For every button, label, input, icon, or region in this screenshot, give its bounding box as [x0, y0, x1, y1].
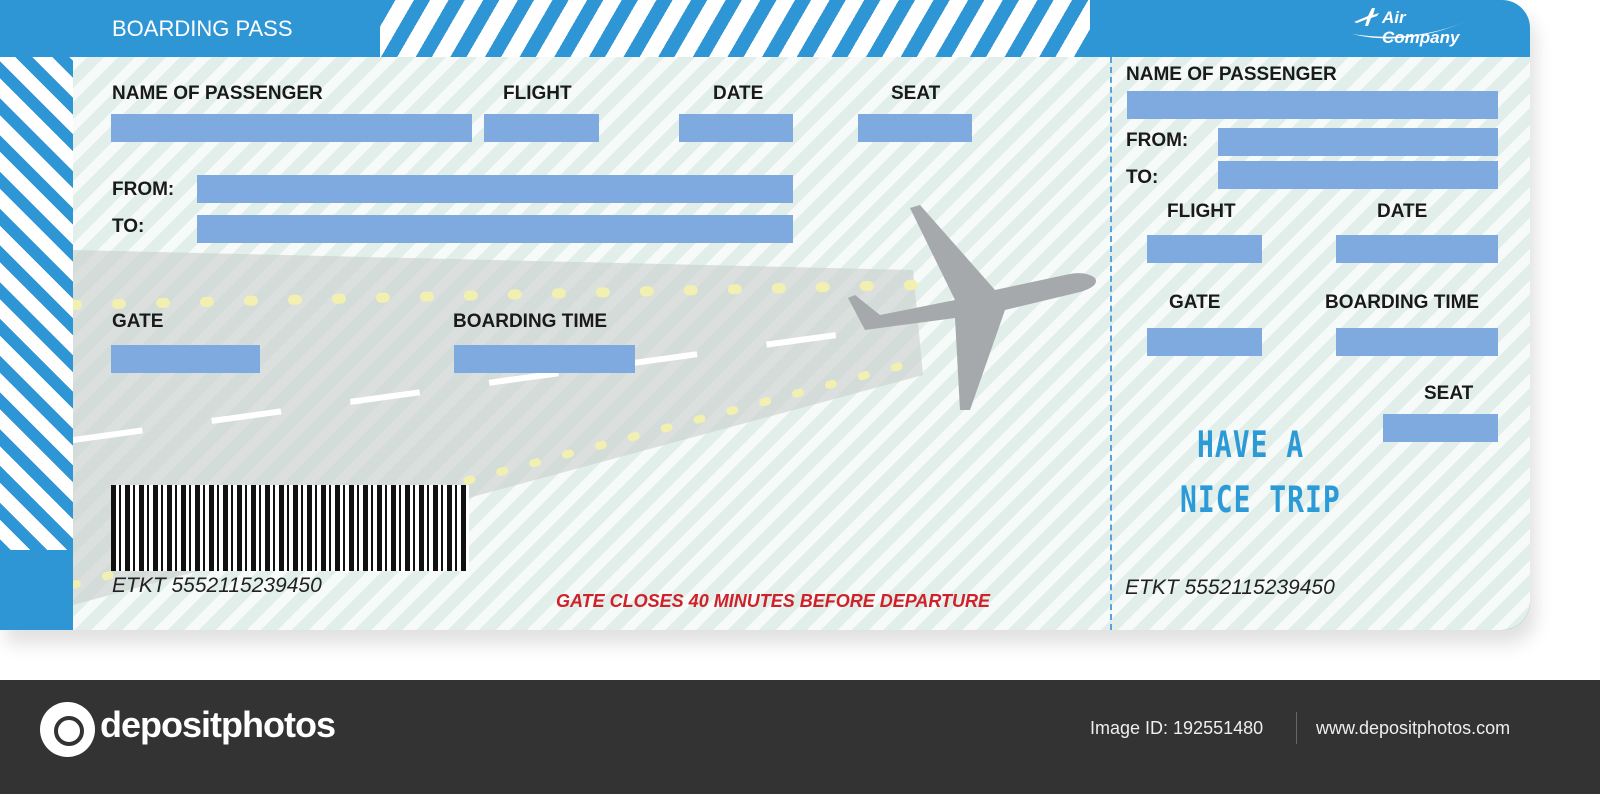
greeting-line-1: HAVE A: [1197, 423, 1305, 466]
label-seat: SEAT: [891, 83, 941, 104]
ticket-title: BOARDING PASS: [112, 16, 293, 41]
label-from: FROM:: [112, 179, 175, 200]
passenger-field[interactable]: [111, 114, 472, 142]
image-id: Image ID: 192551480: [1090, 718, 1264, 738]
airplane-icon: [1352, 8, 1474, 39]
camera-icon: [40, 702, 95, 757]
from-field[interactable]: [197, 175, 793, 203]
ticket-number: ETKT 5552115239450: [112, 574, 322, 597]
stub-label-seat: SEAT: [1424, 383, 1474, 404]
footer-bar: depositphotos Image ID: 192551480 www.de…: [0, 680, 1600, 794]
gate-field[interactable]: [111, 345, 260, 373]
to-field[interactable]: [197, 215, 793, 243]
footer-logo: depositphotos: [100, 704, 336, 745]
label-boarding-time: BOARDING TIME: [453, 311, 608, 332]
site-link[interactable]: www.depositphotos.com: [1316, 718, 1511, 738]
stub-label-gate: GATE: [1169, 292, 1221, 313]
boarding-pass: BOARDING PASS Air Company NAME OF PASSEN…: [0, 0, 1530, 630]
airplane-illustration: [848, 205, 1096, 410]
label-date: DATE: [713, 83, 764, 104]
seat-field[interactable]: [858, 114, 972, 142]
stub-flight-field[interactable]: [1147, 235, 1262, 263]
left-stripes: [0, 57, 73, 630]
stub-boarding-time-field[interactable]: [1336, 328, 1498, 356]
label-to: TO:: [112, 216, 145, 237]
brand-name: Air Company: [1382, 8, 1460, 47]
header-stripes: [380, 0, 1090, 57]
label-passenger: NAME OF PASSENGER: [112, 83, 323, 104]
stub-from-field[interactable]: [1218, 128, 1498, 156]
stub-label-boarding-time: BOARDING TIME: [1325, 292, 1480, 313]
stub-passenger-field[interactable]: [1127, 91, 1498, 119]
stub-gate-field[interactable]: [1147, 328, 1262, 356]
brand-logo: Air Company: [1348, 4, 1478, 47]
flight-field[interactable]: [484, 114, 599, 142]
label-gate: GATE: [112, 311, 164, 332]
stub-label-to: TO:: [1126, 167, 1159, 188]
runway-graphic: [73, 250, 927, 605]
stub-date-field[interactable]: [1336, 235, 1498, 263]
stub-to-field[interactable]: [1218, 161, 1498, 189]
date-field[interactable]: [679, 114, 793, 142]
gate-notice: GATE CLOSES 40 MINUTES BEFORE DEPARTURE: [556, 591, 991, 611]
stub-ticket-number: ETKT 5552115239450: [1125, 576, 1335, 599]
stub-label-date: DATE: [1377, 201, 1428, 222]
stub-label-flight: FLIGHT: [1167, 201, 1236, 222]
stub-label-from: FROM:: [1126, 130, 1189, 151]
boarding-time-field[interactable]: [454, 345, 635, 373]
greeting-line-2: NICE TRIP: [1180, 478, 1341, 521]
tear-line: [1110, 57, 1112, 630]
footer-divider: [1296, 712, 1297, 744]
barcode: [111, 485, 469, 571]
label-flight: FLIGHT: [503, 83, 572, 104]
stub-label-passenger: NAME OF PASSENGER: [1126, 64, 1337, 85]
stub-seat-field[interactable]: [1383, 414, 1498, 442]
